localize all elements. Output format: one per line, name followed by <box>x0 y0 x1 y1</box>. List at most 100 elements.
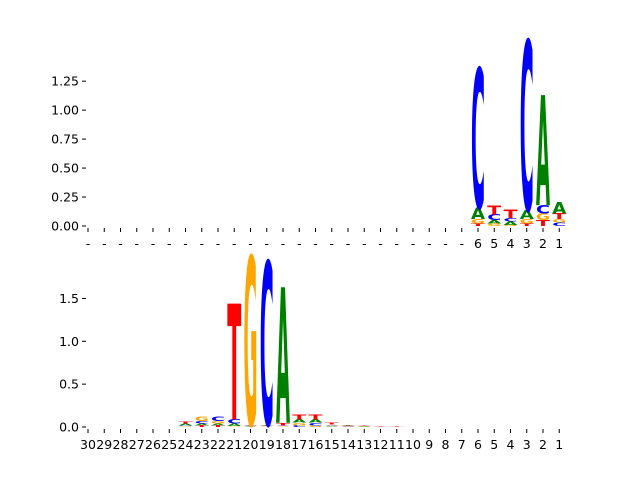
y-tick-label: 1.00 <box>51 103 79 118</box>
logo-letter-t: T <box>244 425 258 426</box>
x-tick-label: - <box>459 236 464 251</box>
logo-letter-a: A <box>504 221 519 226</box>
logo-letter-c: C <box>536 203 550 216</box>
logo-letter-t: T <box>179 421 193 424</box>
logo-letter-c: C <box>504 217 518 222</box>
logo-letter-c: C <box>292 425 306 428</box>
x-tick-label: - <box>313 236 318 251</box>
logo-letter-c: C <box>211 416 225 423</box>
logo-letter-t: T <box>227 272 241 457</box>
x-tick-label: 29 <box>96 437 112 452</box>
y-tick-label: 0.75 <box>51 132 79 147</box>
logo-letter-a: A <box>211 423 225 426</box>
bottom-logo-panel: 0.00.51.01.530 29 28 27 26 25 24GCAT23TACG22TA… <box>59 210 563 479</box>
x-tick-label: 23 <box>194 437 210 452</box>
x-tick-label: 4 <box>507 437 515 452</box>
x-tick-label: 15 <box>324 437 340 452</box>
x-tick-label: 2 <box>539 437 547 452</box>
logo-letter-g: G <box>487 223 501 227</box>
x-tick-label: 7 <box>458 437 466 452</box>
top-logo-panel: 0.000.250.500.751.001.25- - - - - - - - - - - - - - - -… <box>51 0 567 265</box>
logo-letter-t: T <box>374 426 388 427</box>
x-tick-label: 6 <box>474 437 482 452</box>
logo-letter-a: A <box>325 426 339 427</box>
logo-letter-c: C <box>487 213 501 222</box>
x-tick-label: - <box>216 236 221 251</box>
x-tick-label: 1 <box>555 236 563 251</box>
x-tick-label: - <box>86 236 91 251</box>
logo-letter-t: T <box>390 427 404 428</box>
x-tick-label: - <box>134 236 139 251</box>
logo-letter-g: G <box>552 218 566 224</box>
x-tick-label: 25 <box>161 437 177 452</box>
logo-letter-t: T <box>536 219 551 228</box>
logo-letter-a: A <box>341 425 355 426</box>
logo-letter-c: C <box>309 422 323 426</box>
x-tick-label: 2 <box>539 236 547 251</box>
x-tick-label: - <box>362 236 367 251</box>
logo-letter-c: C <box>520 0 534 265</box>
x-tick-label: - <box>346 236 351 251</box>
x-tick-label: - <box>102 236 107 251</box>
x-tick-label: 11 <box>389 437 405 452</box>
logo-letter-g: G <box>195 416 209 423</box>
logo-letter-t: T <box>260 424 274 425</box>
x-tick-label: - <box>183 236 188 251</box>
y-tick-label: 1.5 <box>59 291 79 306</box>
x-tick-label: 14 <box>340 437 356 452</box>
logo-letter-g: G <box>292 422 306 426</box>
logo-letter-g: G <box>357 426 371 427</box>
logo-letter-g: G <box>520 218 534 225</box>
logo-letter-t: T <box>487 203 501 218</box>
logo-letter-c: C <box>195 420 209 424</box>
x-tick-label: - <box>427 236 432 251</box>
logo-letter-a: A <box>227 423 242 427</box>
logo-letter-c: C <box>276 425 290 426</box>
logo-letter-g: G <box>227 426 241 427</box>
logo-letter-a: A <box>276 251 290 468</box>
logo-letter-a: A <box>260 425 274 426</box>
logo-letter-a: A <box>487 220 502 225</box>
logo-letter-t: T <box>520 223 534 227</box>
logo-letter-g: G <box>471 218 485 225</box>
logo-letter-g: G <box>536 212 550 223</box>
x-tick-label: - <box>118 236 123 251</box>
x-tick-label: 28 <box>113 437 129 452</box>
logo-letter-c: C <box>325 424 339 425</box>
x-tick-label: 30 <box>80 437 96 452</box>
x-tick-label: 21 <box>226 437 242 452</box>
logo-letter-c: C <box>260 219 274 478</box>
x-tick-label: - <box>248 236 253 251</box>
logo-letter-g: G <box>309 425 323 428</box>
logo-letter-t: T <box>552 212 567 221</box>
x-tick-label: 5 <box>490 236 498 251</box>
x-tick-label: - <box>281 236 286 251</box>
x-tick-label: 12 <box>373 437 389 452</box>
y-tick-label: 0.25 <box>51 190 79 205</box>
x-tick-label: 19 <box>259 437 275 452</box>
x-tick-label: - <box>378 236 383 251</box>
x-tick-label: 3 <box>523 437 531 452</box>
logo-letter-c: C <box>244 424 258 425</box>
x-tick-label: 24 <box>178 437 194 452</box>
logo-letter-a: A <box>179 423 193 426</box>
y-tick-label: 1.0 <box>59 334 79 349</box>
x-tick-label: 5 <box>490 437 498 452</box>
logo-letter-c: C <box>227 419 241 426</box>
logo-letter-g: G <box>325 425 339 426</box>
x-tick-label: - <box>199 236 204 251</box>
logo-letter-g: G <box>504 225 518 227</box>
x-tick-label: - <box>297 236 302 251</box>
x-tick-label: - <box>394 236 399 251</box>
logo-letter-g: G <box>179 426 193 427</box>
logo-letter-a: A <box>195 423 209 426</box>
y-tick-label: 0.0 <box>59 420 79 435</box>
x-tick-label: 18 <box>275 437 291 452</box>
y-tick-label: 0.00 <box>51 219 79 234</box>
x-tick-label: 17 <box>291 437 307 452</box>
y-tick-label: 1.25 <box>51 74 79 89</box>
logo-letter-g: G <box>244 210 258 479</box>
logo-letter-a: A <box>244 426 258 427</box>
logo-letter-a: A <box>309 419 324 424</box>
